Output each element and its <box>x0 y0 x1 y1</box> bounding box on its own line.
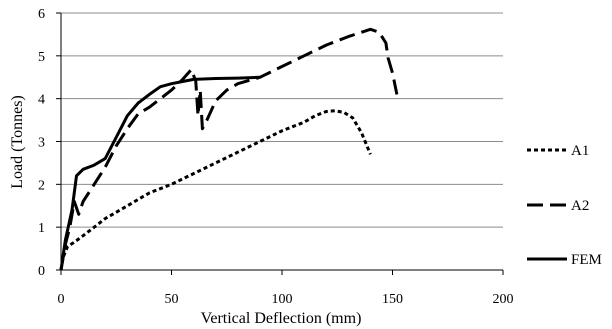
y-tick-label: 3 <box>38 136 45 151</box>
y-axis-title: Load (Tonnes) <box>9 95 26 189</box>
tick-labels: 0 1 2 3 4 5 6 0 50 100 150 200 <box>38 7 514 307</box>
x-tick-label: 150 <box>382 292 403 307</box>
legend-label-a1: A1 <box>571 143 589 159</box>
y-tick-label: 6 <box>38 7 45 22</box>
legend-label-a2: A2 <box>571 198 589 214</box>
x-tick-label: 0 <box>58 292 65 307</box>
y-tick-label: 4 <box>38 93 45 108</box>
x-tick-label: 50 <box>165 292 179 307</box>
data-series <box>59 27 399 271</box>
legend-label-fem: FEM <box>571 252 602 268</box>
x-axis-title: Vertical Deflection (mm) <box>201 310 362 327</box>
y-tick-label: 0 <box>38 264 45 279</box>
y-tick-label: 1 <box>38 221 45 236</box>
y-tick-label: 5 <box>38 50 45 65</box>
series-line-a1 <box>59 109 372 271</box>
axes <box>56 12 504 275</box>
series-line-fem <box>59 75 260 271</box>
y-tick-label: 2 <box>38 178 45 193</box>
gridlines <box>61 12 503 228</box>
x-tick-label: 100 <box>272 292 293 307</box>
x-tick-label: 200 <box>493 292 514 307</box>
legend: A1 A2 FEM <box>527 143 602 268</box>
